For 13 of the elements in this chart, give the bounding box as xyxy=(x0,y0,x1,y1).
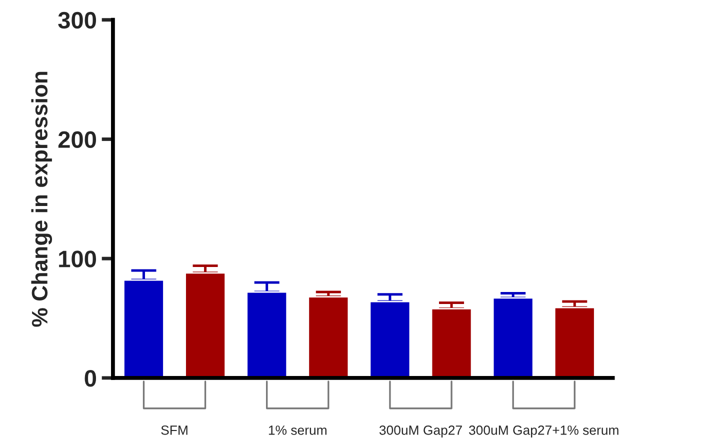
x-tick-label: 300uM Gap27+1% serum xyxy=(469,426,618,438)
bar xyxy=(308,296,350,378)
y-tick-label: 200 xyxy=(58,131,96,148)
x-tick-label: 300uM Gap27 xyxy=(379,426,462,438)
y-tick-label: 300 xyxy=(58,12,96,29)
x-tick-label: SFM xyxy=(161,426,188,435)
bar xyxy=(554,306,596,378)
x-tick-label: 1% serum xyxy=(268,426,326,435)
bar xyxy=(492,297,534,378)
bar xyxy=(430,308,472,378)
y-axis-title: % Change in expression xyxy=(31,72,52,327)
y-tick-label: 100 xyxy=(59,250,96,268)
y-tick-label: 0 xyxy=(84,370,96,387)
